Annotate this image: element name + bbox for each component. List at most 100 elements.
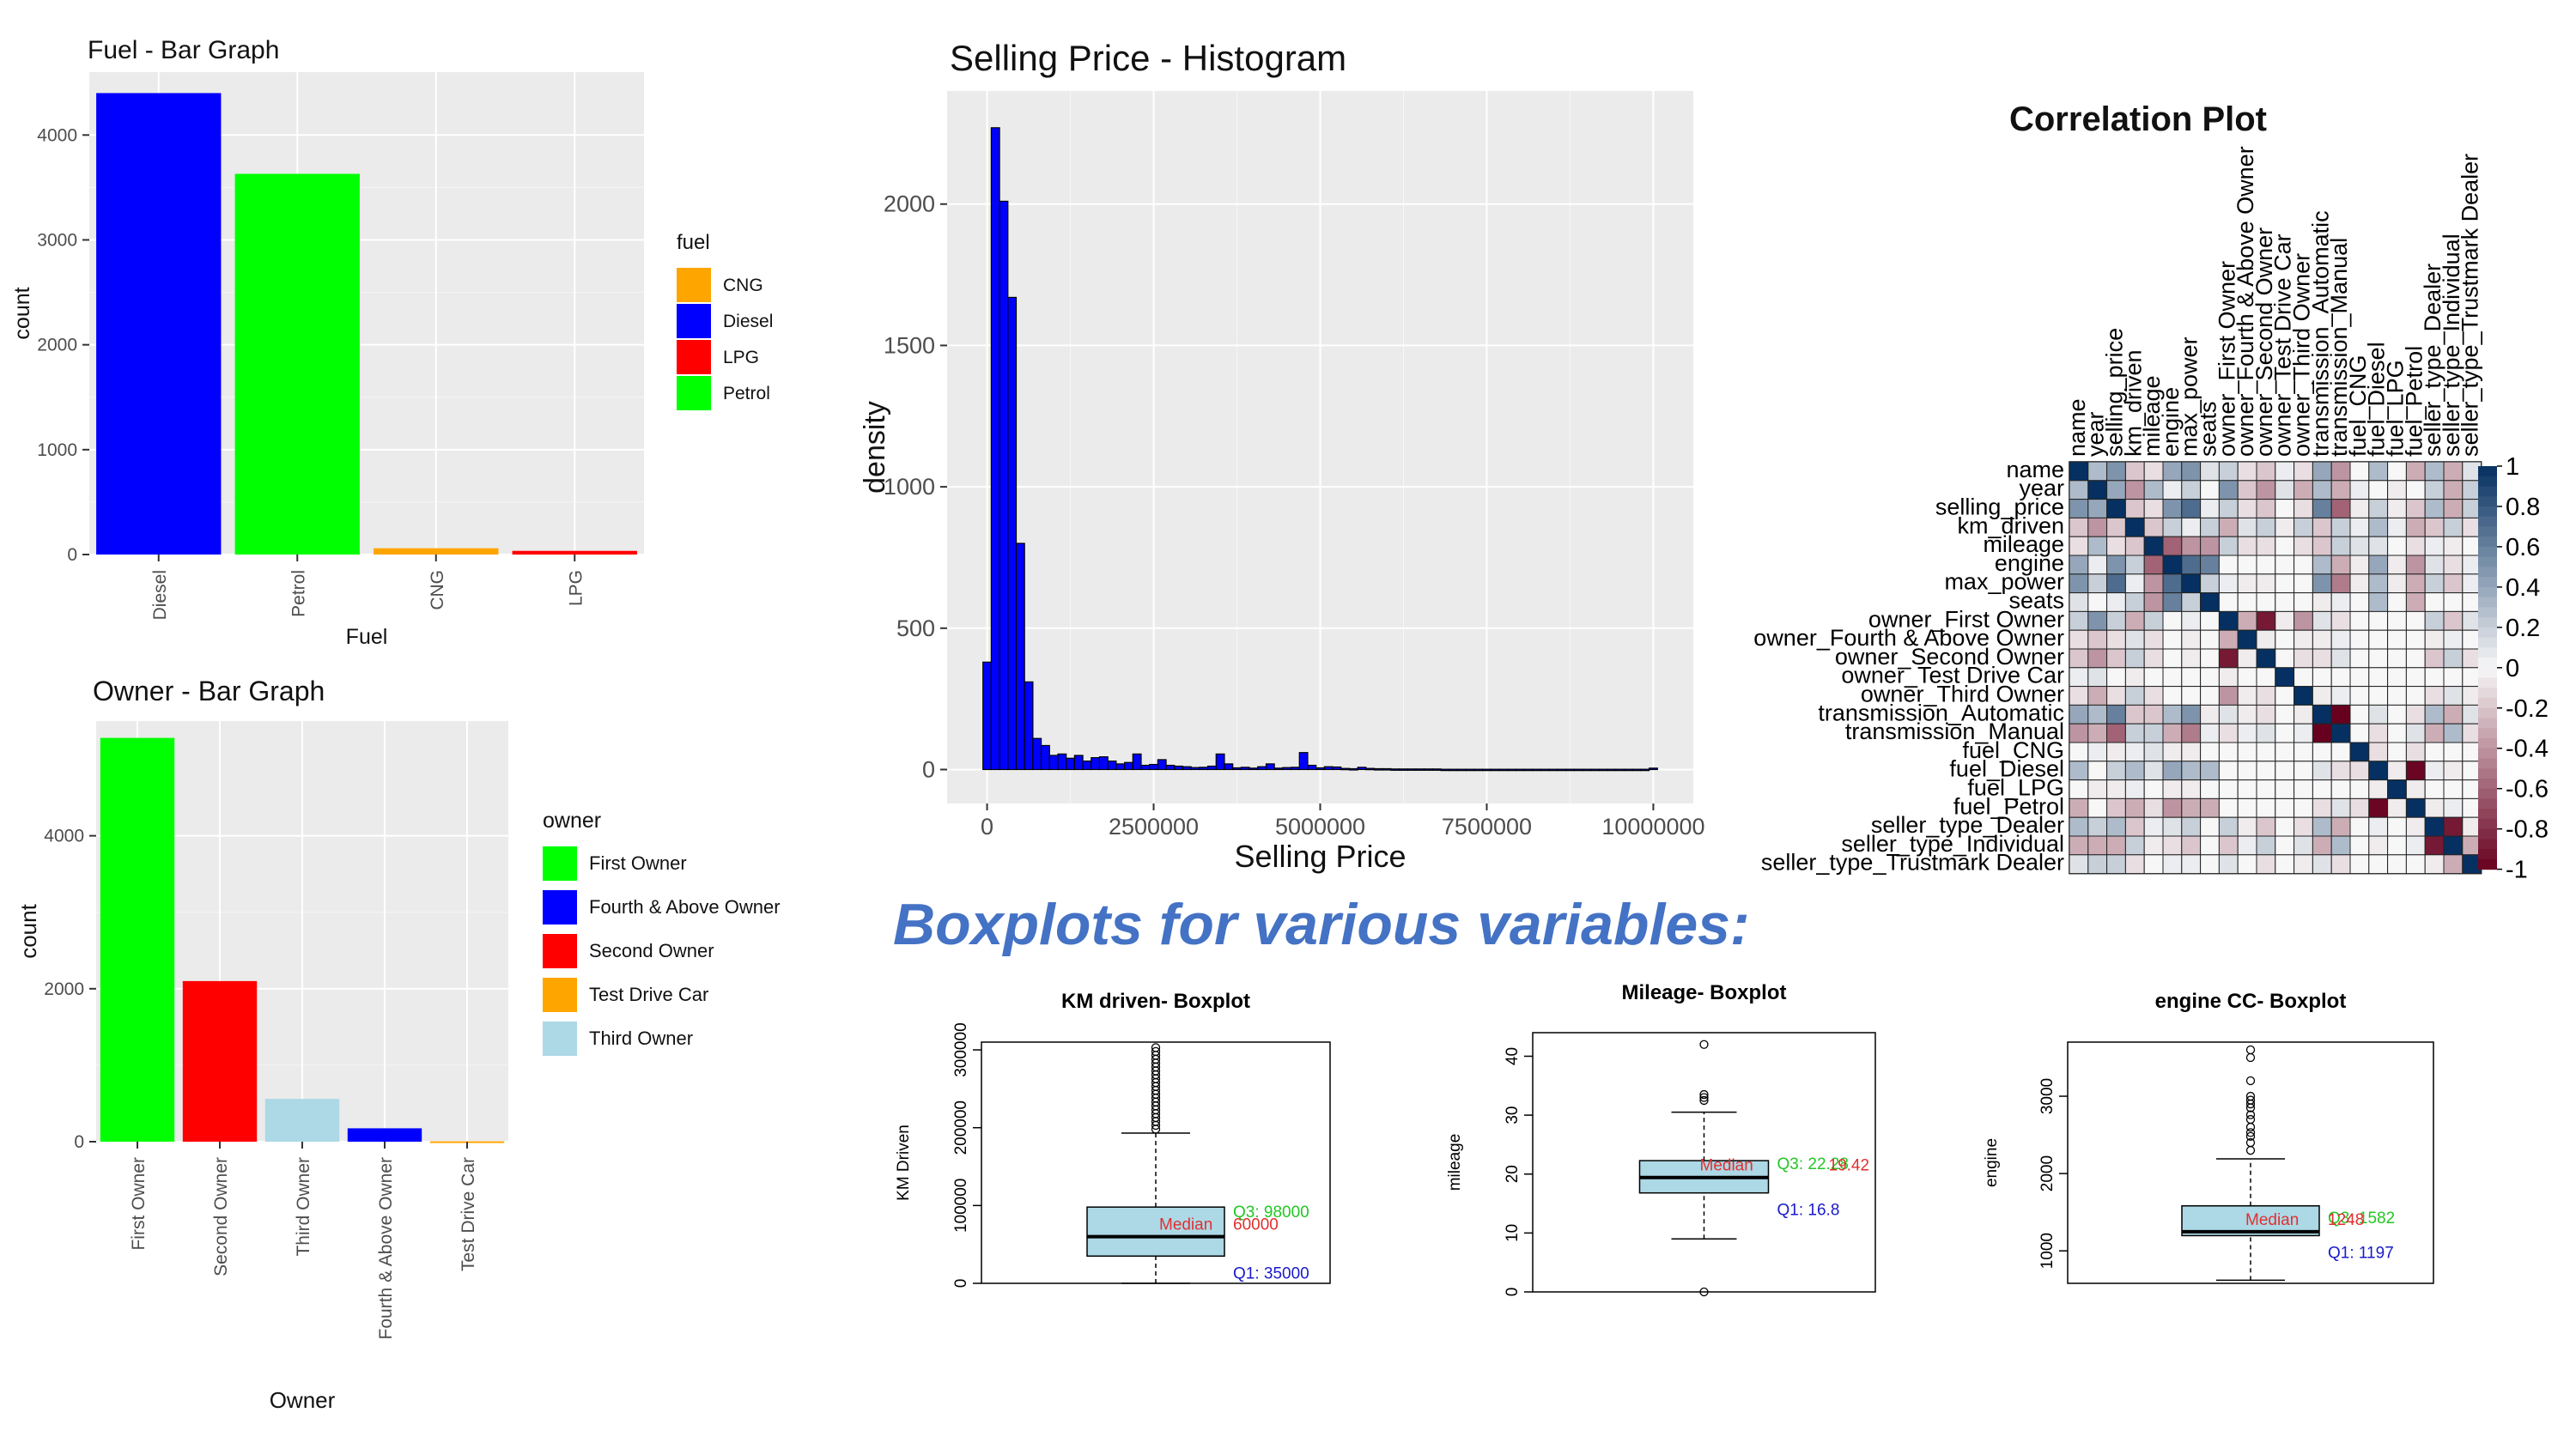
correlation-cell	[2312, 686, 2332, 706]
outlier-point	[2245, 1145, 2256, 1155]
color-scale-segment	[2478, 476, 2497, 488]
legend-swatch	[677, 268, 711, 302]
correlation-cell	[2143, 835, 2164, 856]
bar	[264, 1099, 340, 1142]
color-scale-segment	[2478, 546, 2497, 558]
correlation-cell	[2349, 480, 2370, 500]
correlation-cell	[2275, 517, 2295, 537]
correlation-cell	[2124, 797, 2145, 818]
correlation-cell	[2293, 610, 2313, 631]
correlation-cell	[2256, 629, 2276, 650]
correlation-cell	[2405, 816, 2426, 837]
column-label: fuel_LPG	[2382, 360, 2408, 457]
histogram-bar	[1132, 753, 1142, 771]
correlation-cell	[2218, 742, 2239, 762]
histogram-bar	[1631, 768, 1642, 772]
correlation-cell	[2424, 667, 2445, 688]
correlation-cell	[2293, 704, 2313, 724]
correlation-cell	[2162, 797, 2183, 818]
correlation-cell	[2237, 854, 2257, 875]
outlier-point	[2245, 1045, 2256, 1055]
correlation-cell	[2275, 704, 2295, 724]
correlation-cell	[2293, 816, 2313, 837]
correlation-cell	[2405, 686, 2426, 706]
correlation-cell	[2424, 742, 2445, 762]
color-scale-segment	[2478, 607, 2497, 618]
correlation-cell	[2405, 761, 2426, 781]
correlation-cell	[2200, 461, 2220, 482]
correlation-cell	[2293, 573, 2313, 594]
correlation-cell	[2181, 461, 2202, 482]
histogram-bar	[1473, 768, 1484, 772]
y-tick-label: 0	[952, 1279, 970, 1288]
correlation-cell	[2124, 536, 2145, 556]
correlation-cell	[2181, 555, 2202, 575]
correlation-cell	[2143, 704, 2164, 724]
correlation-cell	[2387, 667, 2407, 688]
correlation-cell	[2387, 854, 2407, 875]
correlation-cell	[2349, 610, 2370, 631]
histogram-bar	[1399, 768, 1408, 771]
correlation-cell	[2069, 723, 2089, 743]
correlation-cell	[2218, 610, 2239, 631]
correlation-cell	[2106, 536, 2126, 556]
correlation-cell	[2275, 686, 2295, 706]
correlation-cell	[2200, 499, 2220, 518]
correlation-cell	[2443, 648, 2464, 669]
x-axis-label: Owner	[270, 1387, 336, 1413]
correlation-cell	[2181, 499, 2202, 518]
median-word: Median	[2245, 1211, 2299, 1229]
row-label: transmission_Automatic	[1818, 700, 2064, 725]
correlation-cell	[2312, 816, 2332, 837]
correlation-cell	[2143, 667, 2164, 688]
histogram-bar	[1157, 759, 1167, 771]
correlation-cell	[2106, 499, 2126, 518]
legend-swatch	[543, 846, 577, 881]
histogram-bar	[1623, 768, 1633, 772]
correlation-cell	[2275, 648, 2295, 669]
column-label: transmission_Automatic	[2307, 210, 2333, 457]
correlation-cell	[2069, 461, 2089, 482]
correlation-cell	[2087, 761, 2108, 781]
color-scale-segment	[2478, 748, 2497, 760]
outlier-point	[1699, 1093, 1709, 1102]
mileage-boxplot: Mileage- Boxplot 0 10 20 30 40 mileage Q3: 22.2…	[1446, 981, 1876, 1296]
color-scale-segment	[2478, 567, 2497, 578]
correlation-cell	[2424, 648, 2445, 669]
chart-title: Fuel - Bar Graph	[88, 36, 279, 64]
correlation-cell	[2405, 854, 2426, 875]
correlation-cell	[2237, 610, 2257, 631]
correlation-cell	[2162, 629, 2183, 650]
correlation-cell	[2312, 835, 2332, 856]
correlation-cell	[2124, 610, 2145, 631]
color-scale-segment	[2478, 586, 2497, 598]
correlation-cell	[2218, 499, 2239, 518]
correlation-cell	[2106, 480, 2126, 500]
correlation-cell	[2218, 723, 2239, 743]
correlation-cell	[2330, 629, 2351, 650]
histogram-bar	[1482, 768, 1492, 772]
x-tick-label: Third Owner	[294, 1157, 313, 1257]
correlation-cell	[2443, 686, 2464, 706]
histogram-bar	[1123, 761, 1133, 771]
legend-label: Fourth & Above Owner	[589, 896, 781, 918]
correlation-cell	[2124, 854, 2145, 875]
histogram-bar	[1607, 768, 1617, 772]
histogram-bar	[1406, 768, 1417, 771]
color-scale-segment	[2478, 647, 2497, 658]
histogram-bar	[1532, 768, 1542, 772]
correlation-cell	[2424, 761, 2445, 781]
histogram-bar	[1265, 763, 1275, 771]
color-scale-segment	[2478, 718, 2497, 729]
correlation-cell	[2162, 573, 2183, 594]
correlation-cell	[2106, 779, 2126, 799]
correlation-cell	[2069, 499, 2089, 518]
color-scale-segment	[2478, 849, 2497, 860]
histogram-bar	[1348, 767, 1358, 771]
correlation-cell	[2237, 797, 2257, 818]
outlier-point	[1699, 1089, 1709, 1100]
correlation-cell	[2106, 629, 2126, 650]
correlation-cell	[2293, 667, 2313, 688]
correlation-cell	[2237, 499, 2257, 518]
correlation-cell	[2087, 797, 2108, 818]
